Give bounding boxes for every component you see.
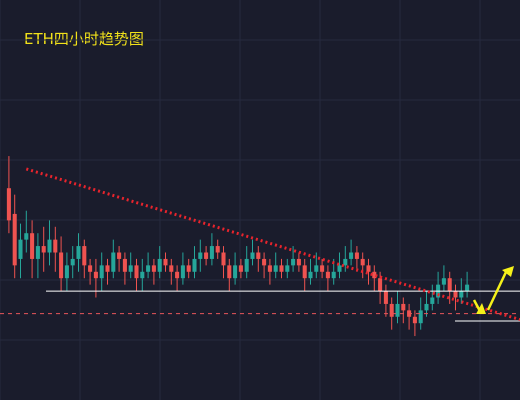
candle-body-25 [151,265,156,272]
candle-body-30 [180,265,185,279]
arrow-up-head [502,266,514,277]
candle-body-34 [204,252,209,259]
candle-body-6 [41,246,46,253]
candle-body-12 [76,246,81,259]
candle-body-13 [82,246,87,266]
candle-body-70 [412,316,417,324]
candle-body-7 [47,239,52,253]
candle-body-56 [331,271,336,279]
arrow-up-shaft [486,271,508,311]
candle-body-9 [59,252,64,279]
candle-body-3 [24,233,29,240]
arrow-down-head [476,303,486,314]
candle-body-43 [256,252,261,259]
candle-body-36 [215,246,220,253]
candle-body-47 [279,265,284,272]
candle-body-58 [343,258,348,266]
candle-body-35 [209,246,214,259]
candle-body-78 [459,291,464,298]
candle-body-5 [35,246,40,259]
candle-body-68 [401,303,406,311]
candle-body-61 [360,258,365,266]
candle-body-21 [128,265,133,272]
candle-body-76 [447,278,452,292]
candle-body-40 [238,265,243,272]
candle-body-18 [111,252,116,272]
candle-body-63 [372,271,377,279]
candle-body-77 [453,291,458,298]
candle-body-45 [267,265,272,272]
candle-body-39 [233,265,238,279]
candle-body-20 [122,258,127,272]
candle-body-73 [430,297,435,304]
candle-body-11 [70,258,75,266]
candle-body-48 [285,265,290,272]
candle-body-33 [198,252,203,259]
candle-body-59 [349,252,354,259]
candle-body-57 [337,265,342,272]
candle-body-71 [418,310,423,324]
candle-body-24 [146,265,151,272]
candle-body-17 [105,265,110,272]
candle-body-67 [395,303,400,317]
candle-body-64 [378,278,383,292]
candle-body-38 [227,265,232,279]
candle-body-44 [262,258,267,266]
candle-body-75 [441,278,446,285]
candle-body-42 [250,252,255,259]
candle-body-51 [302,265,307,279]
candle-body-46 [273,265,278,272]
candle-body-27 [163,258,168,266]
candle-body-62 [366,265,371,272]
candle-body-32 [192,258,197,272]
candle-body-79 [465,284,470,292]
candle-body-60 [354,252,359,259]
candle-body-22 [134,265,139,279]
candle-body-72 [424,303,429,311]
candle-body-31 [186,265,191,272]
candle-body-1 [12,213,17,266]
chart-title: ETH四小时趋势图 [24,30,144,48]
candle-body-49 [291,258,296,266]
candle-body-29 [175,271,180,279]
candle-body-2 [18,239,23,259]
candle-body-19 [117,252,122,259]
candle-body-54 [320,265,325,272]
candle-body-28 [169,265,174,272]
candle-body-55 [325,271,330,279]
candle-body-23 [140,271,145,279]
candle-body-4 [30,233,35,259]
candle-body-26 [157,258,162,272]
candle-body-8 [53,239,58,253]
candle-body-15 [93,271,98,279]
candle-body-50 [296,258,301,266]
candle-body-65 [383,291,388,304]
candle-body-41 [244,258,249,272]
candle-body-53 [314,265,319,272]
candle-body-66 [389,303,394,317]
descending-trendline [25,167,520,322]
candle-body-10 [64,265,69,279]
candle-body-16 [99,265,104,279]
candle-body-37 [221,252,226,266]
candle-body-14 [88,265,93,272]
candle-body-52 [308,271,313,279]
candle-body-0 [6,188,11,221]
